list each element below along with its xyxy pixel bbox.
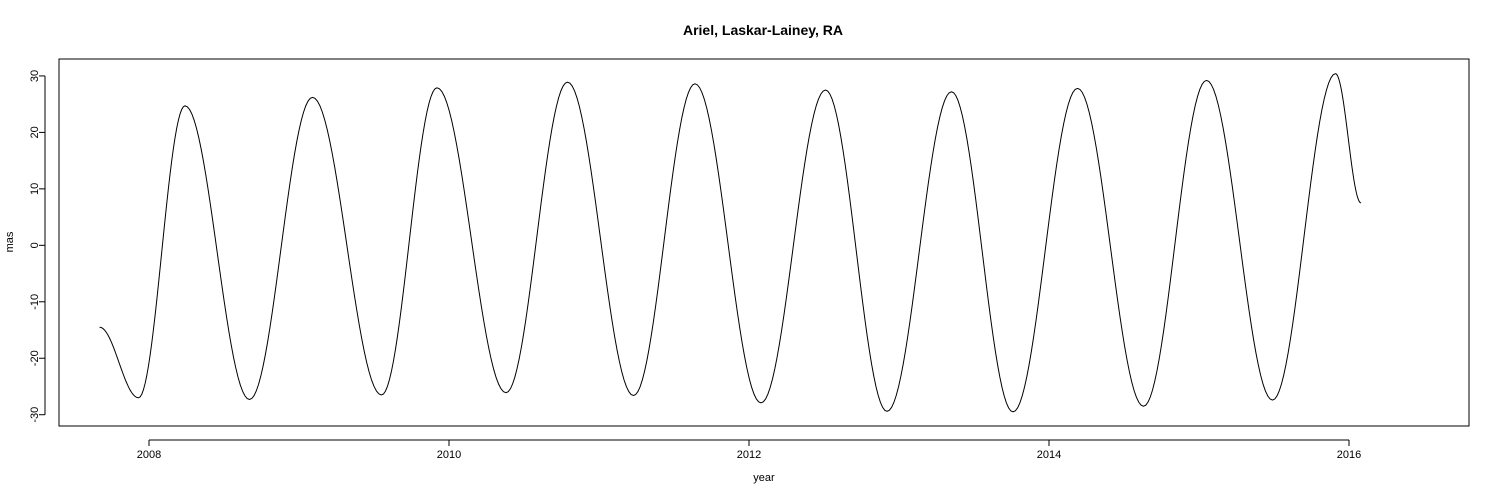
x-tick-label: 2012: [737, 449, 761, 461]
chart-title: Ariel, Laskar-Lainey, RA: [683, 22, 843, 38]
x-axis-label: year: [753, 472, 775, 484]
series-line: [99, 73, 1362, 413]
y-tick-label: -10: [29, 294, 41, 310]
x-tick-label: 2010: [437, 449, 461, 461]
y-axis-label: mas: [4, 231, 16, 252]
y-tick-label: -20: [29, 350, 41, 366]
y-tick-label: 0: [29, 242, 41, 248]
y-tick-label: -30: [29, 407, 41, 423]
plot-frame: [58, 58, 1470, 427]
x-tick-label: 2008: [137, 449, 161, 461]
x-tick-label: 2014: [1037, 449, 1061, 461]
y-tick-label: 30: [29, 70, 41, 82]
y-tick-label: 10: [29, 183, 41, 195]
x-tick-label: 2016: [1337, 449, 1361, 461]
y-tick-label: 20: [29, 126, 41, 138]
y-axis: -30 -20 -10 0 10 20 30: [29, 70, 46, 423]
x-axis: 2008 2010 2012 2014 2016: [137, 439, 1361, 461]
